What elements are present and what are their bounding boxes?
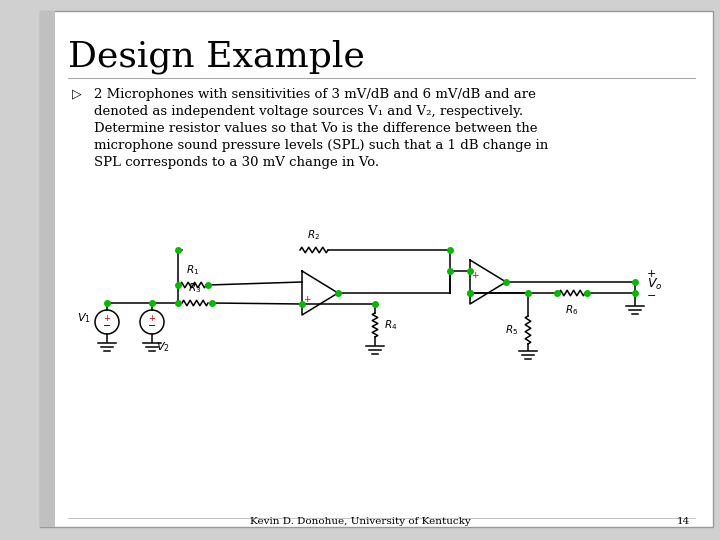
Text: 14: 14 <box>677 517 690 526</box>
Text: −: − <box>647 291 657 301</box>
Text: $R_4$: $R_4$ <box>384 318 397 332</box>
Text: +: + <box>104 314 110 323</box>
Text: $R_6$: $R_6$ <box>565 303 579 317</box>
Text: −: − <box>148 321 156 332</box>
Text: ▷: ▷ <box>72 87 81 100</box>
Text: +: + <box>303 295 311 304</box>
Text: denoted as independent voltage sources V₁ and V₂, respectively.: denoted as independent voltage sources V… <box>94 105 523 118</box>
Text: SPL corresponds to a 30 mV change in Vo.: SPL corresponds to a 30 mV change in Vo. <box>94 156 379 169</box>
Text: $R_3$: $R_3$ <box>189 281 202 295</box>
Text: $R_1$: $R_1$ <box>186 263 199 277</box>
Text: $R_5$: $R_5$ <box>505 323 518 337</box>
Text: Kevin D. Donohue, University of Kentucky: Kevin D. Donohue, University of Kentucky <box>250 517 470 526</box>
Text: $V_2$: $V_2$ <box>156 340 170 354</box>
Text: +: + <box>472 271 479 280</box>
Text: Design Example: Design Example <box>68 40 365 75</box>
Text: Determine resistor values so that Vo is the difference between the: Determine resistor values so that Vo is … <box>94 122 538 135</box>
Text: 2 Microphones with sensitivities of 3 mV/dB and 6 mV/dB and are: 2 Microphones with sensitivities of 3 mV… <box>94 88 536 101</box>
Text: +: + <box>148 314 156 323</box>
Text: $V_1$: $V_1$ <box>77 311 91 325</box>
Text: $R_2$: $R_2$ <box>307 228 320 242</box>
Text: $V_o$: $V_o$ <box>647 276 662 292</box>
Text: +: + <box>647 269 657 279</box>
Text: −: − <box>103 321 111 332</box>
Text: microphone sound pressure levels (SPL) such that a 1 dB change in: microphone sound pressure levels (SPL) s… <box>94 139 548 152</box>
